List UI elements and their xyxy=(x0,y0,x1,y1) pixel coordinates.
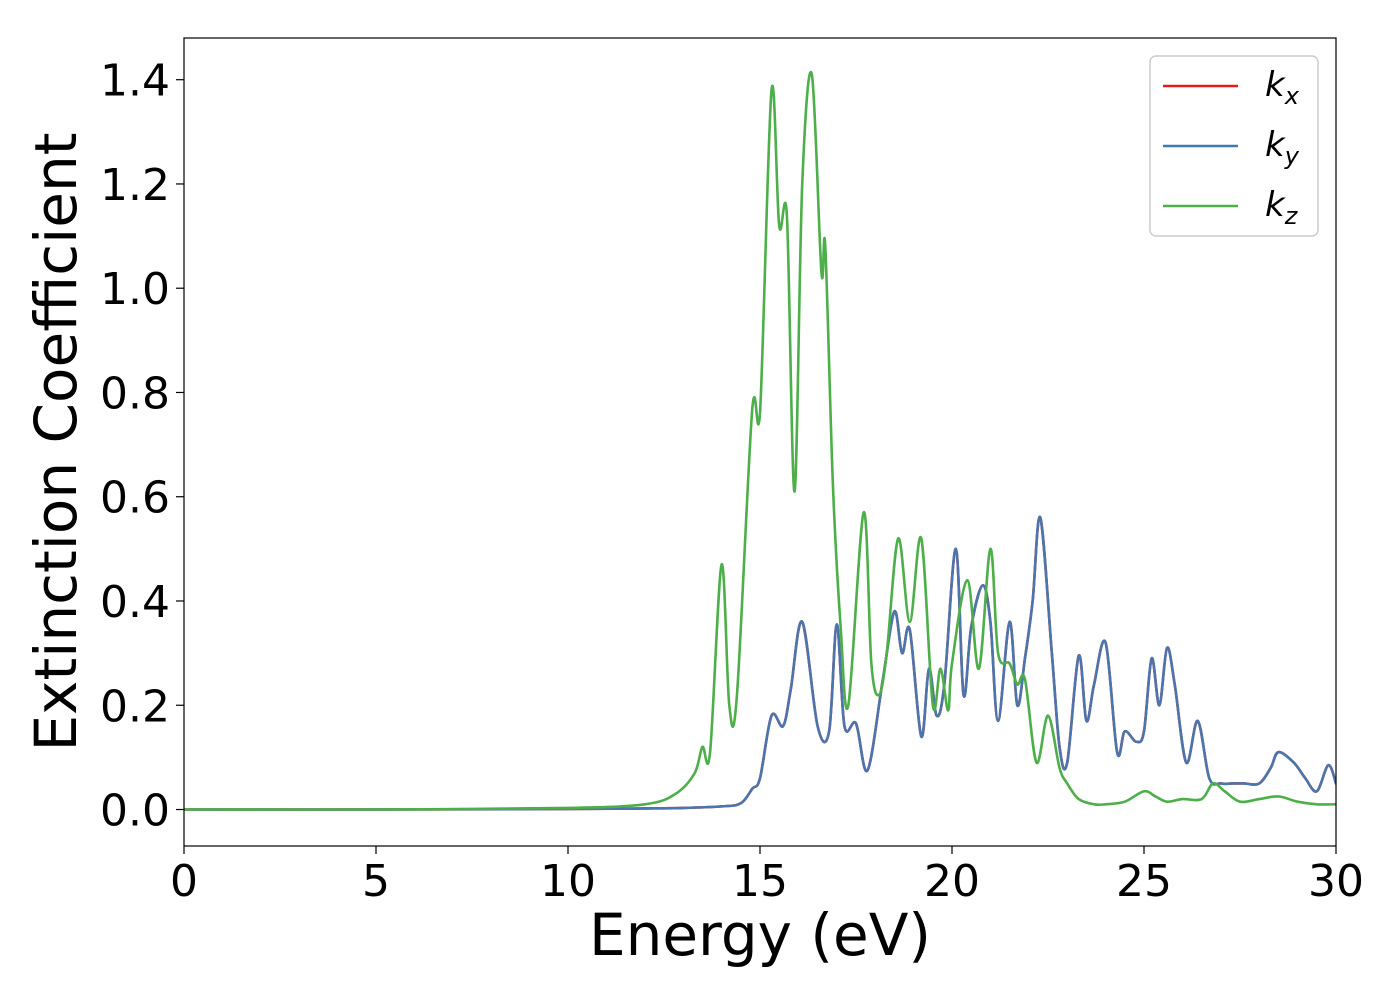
series-line-k-z xyxy=(184,70,1336,811)
x-tick-label: 5 xyxy=(362,856,390,907)
legend-label: ky xyxy=(1265,125,1300,170)
x-axis: 0 5 10 15 20 25 30 xyxy=(170,846,1364,907)
plot-lines xyxy=(184,70,1336,811)
y-axis: 0.0 0.2 0.4 0.6 0.8 1.0 1.2 1.4 xyxy=(100,56,184,837)
x-tick-label: 0 xyxy=(170,856,198,907)
y-tick-label: 0.8 xyxy=(100,368,170,419)
x-tick-label: 30 xyxy=(1308,856,1364,907)
y-axis-title: Extinction Coefficient xyxy=(22,133,90,752)
legend-label: kx xyxy=(1265,65,1300,110)
x-tick-label: 10 xyxy=(540,856,596,907)
x-tick-label: 20 xyxy=(924,856,980,907)
legend: kx ky kz xyxy=(1149,55,1319,237)
x-tick-label: 15 xyxy=(732,856,788,907)
y-tick-label: 0.2 xyxy=(100,681,170,732)
x-tick-label: 25 xyxy=(1116,856,1172,907)
y-tick-label: 1.4 xyxy=(100,56,170,107)
y-tick-label: 0.0 xyxy=(100,786,170,837)
y-tick-label: 0.6 xyxy=(100,473,170,524)
y-tick-label: 0.4 xyxy=(100,577,170,628)
y-tick-label: 1.0 xyxy=(100,264,170,315)
legend-label: kz xyxy=(1265,185,1299,230)
series-line-k-y xyxy=(184,515,1336,811)
x-axis-title: Energy (eV) xyxy=(589,901,931,969)
y-tick-label: 1.2 xyxy=(100,160,170,211)
